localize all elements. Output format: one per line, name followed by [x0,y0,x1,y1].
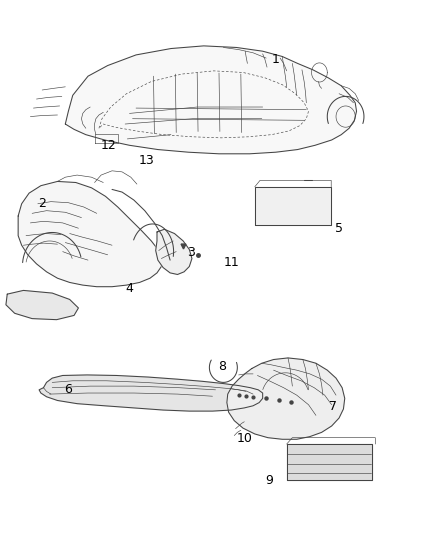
Polygon shape [39,375,263,411]
Text: 6: 6 [64,383,72,397]
Text: 8: 8 [219,360,226,373]
Text: 7: 7 [328,400,336,413]
Text: 12: 12 [101,139,117,152]
Polygon shape [227,358,345,439]
Text: 1: 1 [272,53,280,66]
Polygon shape [18,181,162,287]
Text: 5: 5 [335,222,343,235]
Polygon shape [6,290,78,320]
Polygon shape [255,187,331,225]
Text: 3: 3 [187,246,194,259]
Polygon shape [287,444,372,480]
Text: 11: 11 [223,256,239,269]
Text: 9: 9 [265,474,273,487]
Text: 2: 2 [38,197,46,211]
Polygon shape [65,46,357,154]
Text: 13: 13 [139,154,155,167]
Text: 4: 4 [126,282,134,295]
Polygon shape [155,229,192,274]
Text: 10: 10 [237,432,252,445]
